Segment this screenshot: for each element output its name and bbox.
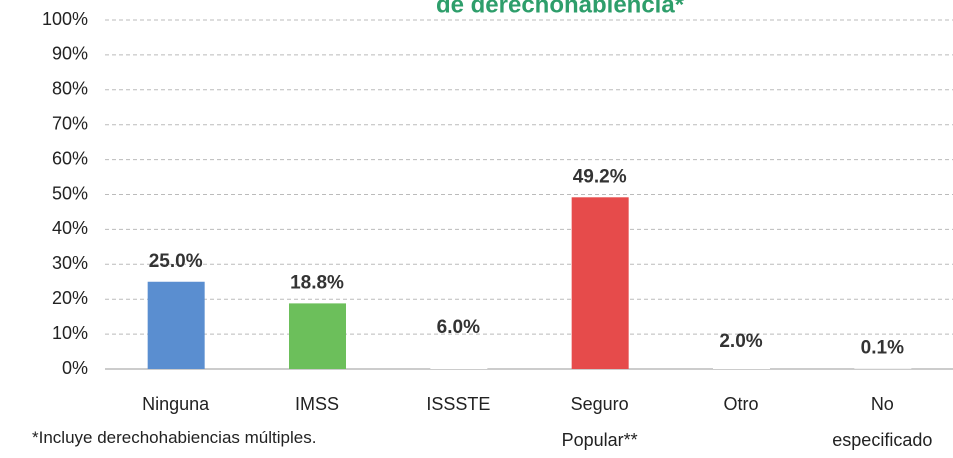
chart-title: de derechohabiencia*	[436, 0, 685, 18]
x-tick-label: Otro	[723, 394, 759, 414]
x-tick-label: Ninguna	[142, 394, 210, 414]
bar	[713, 362, 770, 369]
y-tick-label: 20%	[52, 288, 88, 308]
x-tick-label: Seguro Popular**	[561, 394, 638, 450]
data-label: 25.0%	[149, 251, 203, 272]
y-tick-label: 40%	[52, 218, 88, 238]
data-label: 49.2%	[573, 166, 627, 187]
y-tick-label: 90%	[52, 44, 88, 64]
bar	[571, 197, 629, 369]
y-tick-label: 70%	[52, 113, 88, 133]
data-label: 2.0%	[719, 331, 762, 352]
y-tick-label: 60%	[52, 148, 88, 168]
y-tick-label: 10%	[52, 323, 88, 343]
x-tick-label: IMSS	[294, 394, 339, 414]
y-tick-label: 30%	[52, 253, 88, 273]
data-label: 18.8%	[290, 272, 344, 293]
y-tick-label: 50%	[52, 183, 88, 203]
x-tick-label: No especificado	[832, 394, 933, 450]
footnote: *Incluye derechohabiencias múltiples.	[32, 428, 317, 447]
y-tick-label: 0%	[62, 358, 88, 378]
data-label: 6.0%	[437, 317, 480, 338]
x-tick-label: ISSSTE	[426, 394, 491, 414]
bar	[430, 348, 488, 369]
bar	[147, 281, 205, 369]
y-tick-label: 100%	[42, 9, 88, 29]
bar	[289, 303, 346, 369]
data-label: 0.1%	[861, 338, 904, 359]
y-tick-label: 80%	[52, 79, 88, 99]
